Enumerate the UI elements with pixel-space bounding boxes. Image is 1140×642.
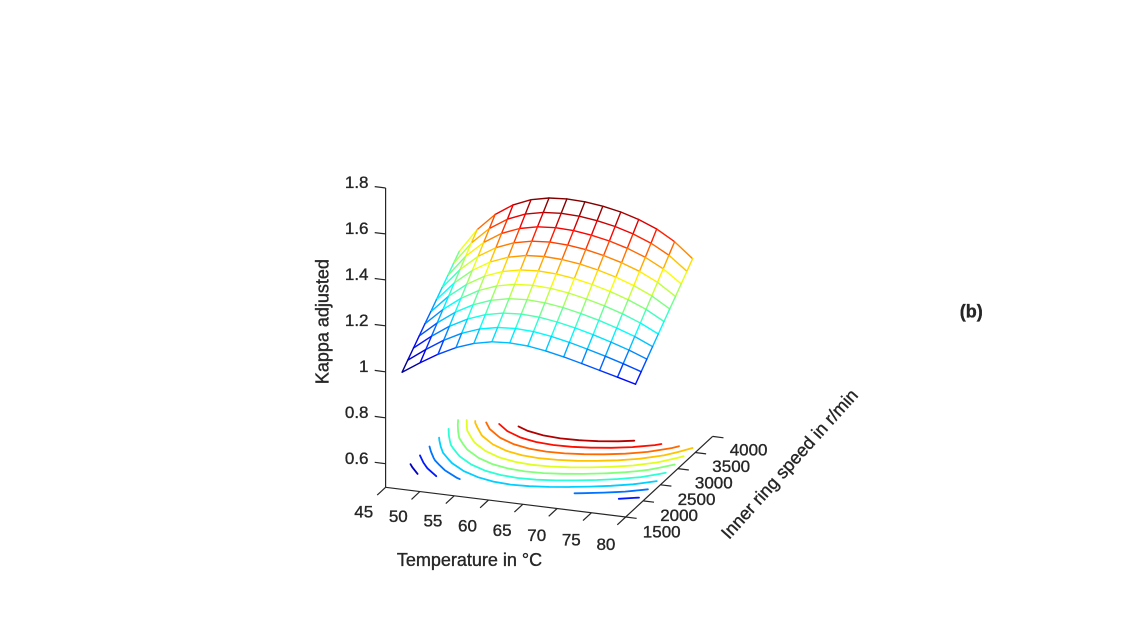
svg-text:1500: 1500: [643, 523, 681, 542]
svg-text:1.4: 1.4: [345, 265, 369, 284]
svg-text:1.2: 1.2: [345, 311, 369, 330]
svg-text:80: 80: [596, 535, 615, 554]
svg-text:3500: 3500: [712, 457, 750, 476]
svg-text:(b): (b): [960, 302, 983, 322]
svg-text:1.6: 1.6: [345, 219, 369, 238]
svg-text:Temperature in °C: Temperature in °C: [397, 550, 542, 570]
svg-text:50: 50: [389, 507, 408, 526]
svg-text:0.6: 0.6: [345, 449, 369, 468]
svg-text:1: 1: [359, 357, 368, 376]
svg-text:45: 45: [354, 502, 373, 521]
svg-text:3000: 3000: [695, 473, 733, 492]
svg-text:Kappa adjusted: Kappa adjusted: [313, 259, 333, 384]
svg-text:55: 55: [423, 512, 442, 531]
svg-text:4000: 4000: [730, 440, 768, 459]
svg-text:1.8: 1.8: [345, 173, 369, 192]
svg-text:60: 60: [458, 516, 477, 535]
svg-text:75: 75: [562, 531, 581, 550]
svg-text:0.8: 0.8: [345, 403, 369, 422]
svg-text:70: 70: [527, 526, 546, 545]
svg-text:2000: 2000: [660, 506, 698, 525]
svg-text:2500: 2500: [678, 490, 716, 509]
svg-text:65: 65: [493, 521, 512, 540]
